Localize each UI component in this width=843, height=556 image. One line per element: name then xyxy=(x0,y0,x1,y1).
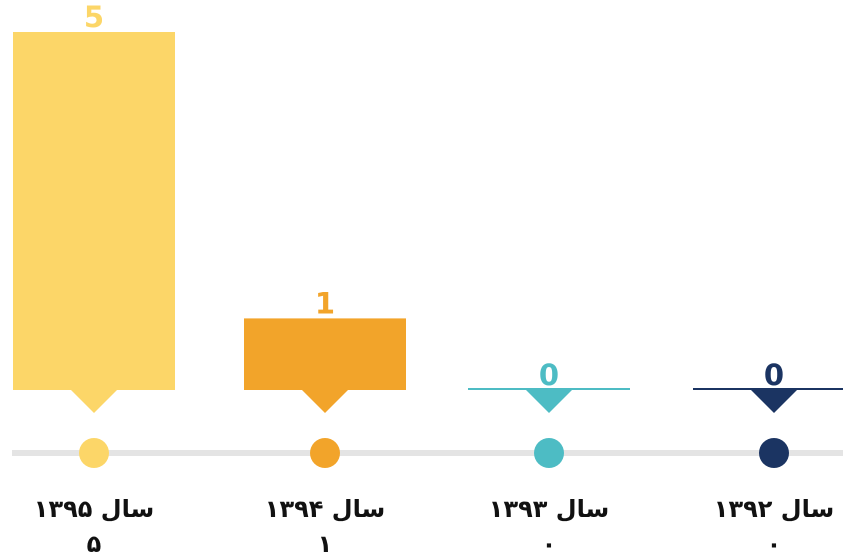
bar-pointer xyxy=(751,390,797,413)
timeline-marker xyxy=(759,438,789,468)
category-label: سال ۱۳۹۲ xyxy=(714,495,834,523)
category-label: سال ۱۳۹۴ xyxy=(265,495,385,523)
count-label: ۵ xyxy=(87,530,102,556)
data-label: 5 xyxy=(84,0,104,34)
data-label: 0 xyxy=(764,358,784,392)
data-label: 0 xyxy=(539,358,559,392)
data-label: 1 xyxy=(315,286,335,320)
category-label: سال ۱۳۹۵ xyxy=(34,495,154,523)
count-label: ۰ xyxy=(767,530,782,556)
bar xyxy=(13,32,175,390)
category-label: سال ۱۳۹۳ xyxy=(489,495,609,523)
timeline-marker xyxy=(534,438,564,468)
bar xyxy=(244,318,406,390)
count-label: ۱ xyxy=(318,530,333,556)
timeline-marker xyxy=(79,438,109,468)
bar-pointer xyxy=(71,390,117,413)
count-label: ۰ xyxy=(542,530,557,556)
bar-pointer xyxy=(526,390,572,413)
bar-pointer xyxy=(302,390,348,413)
timeline-marker xyxy=(310,438,340,468)
